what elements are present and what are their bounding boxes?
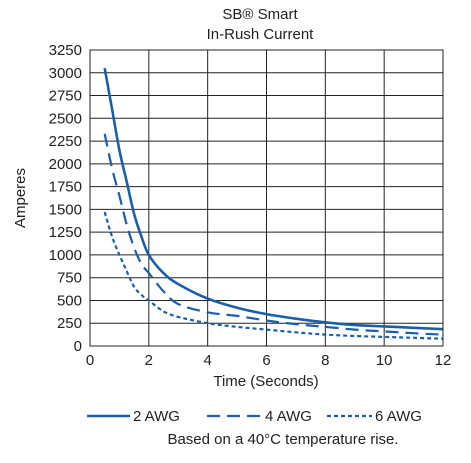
x-tick-label: 12 [435,352,452,369]
y-tick-label: 2750 [49,88,82,105]
legend-label: 2 AWG [133,408,180,425]
y-tick-label: 2250 [49,133,82,150]
y-tick-label: 3000 [49,65,82,82]
y-tick-label: 2000 [49,156,82,173]
x-tick-label: 8 [321,352,329,369]
chart-title-line1: SB® Smart [222,6,298,23]
grid [89,49,444,347]
y-tick-label: 1500 [49,201,82,218]
legend: 2 AWG 4 AWG 6 AWG [87,408,422,425]
x-tick-label: 0 [86,352,94,369]
y-axis-label: Amperes [12,168,29,228]
footnote: Based on a 40°C temperature rise. [167,431,398,448]
x-tick-label: 10 [376,352,393,369]
y-tick-label: 750 [57,270,82,287]
x-axis-label: Time (Seconds) [213,373,318,390]
x-tick-labels: 0 2 4 6 8 10 12 [86,352,452,369]
y-tick-label: 2500 [49,110,82,127]
y-tick-label: 0 [74,338,82,355]
legend-label: 4 AWG [265,408,312,425]
x-tick-label: 6 [262,352,270,369]
plot-frame [89,49,444,347]
y-tick-label: 500 [57,292,82,309]
series-lines [103,67,444,340]
y-tick-label: 250 [57,315,82,332]
chart-title-line2: In-Rush Current [207,26,315,43]
y-tick-label: 1250 [49,224,82,241]
y-tick-label: 1750 [49,179,82,196]
y-tick-label: 3250 [49,42,82,59]
series-line-6-awg [103,211,444,340]
series-line-2-awg [103,67,444,331]
legend-label: 6 AWG [375,408,422,425]
x-tick-label: 4 [203,352,211,369]
y-tick-labels: 0 250 500 750 1000 1250 1500 1750 2000 2250 2500 27… [49,42,82,355]
y-tick-label: 1000 [49,247,82,264]
x-tick-label: 2 [145,352,153,369]
series-line-4-awg [103,133,444,336]
